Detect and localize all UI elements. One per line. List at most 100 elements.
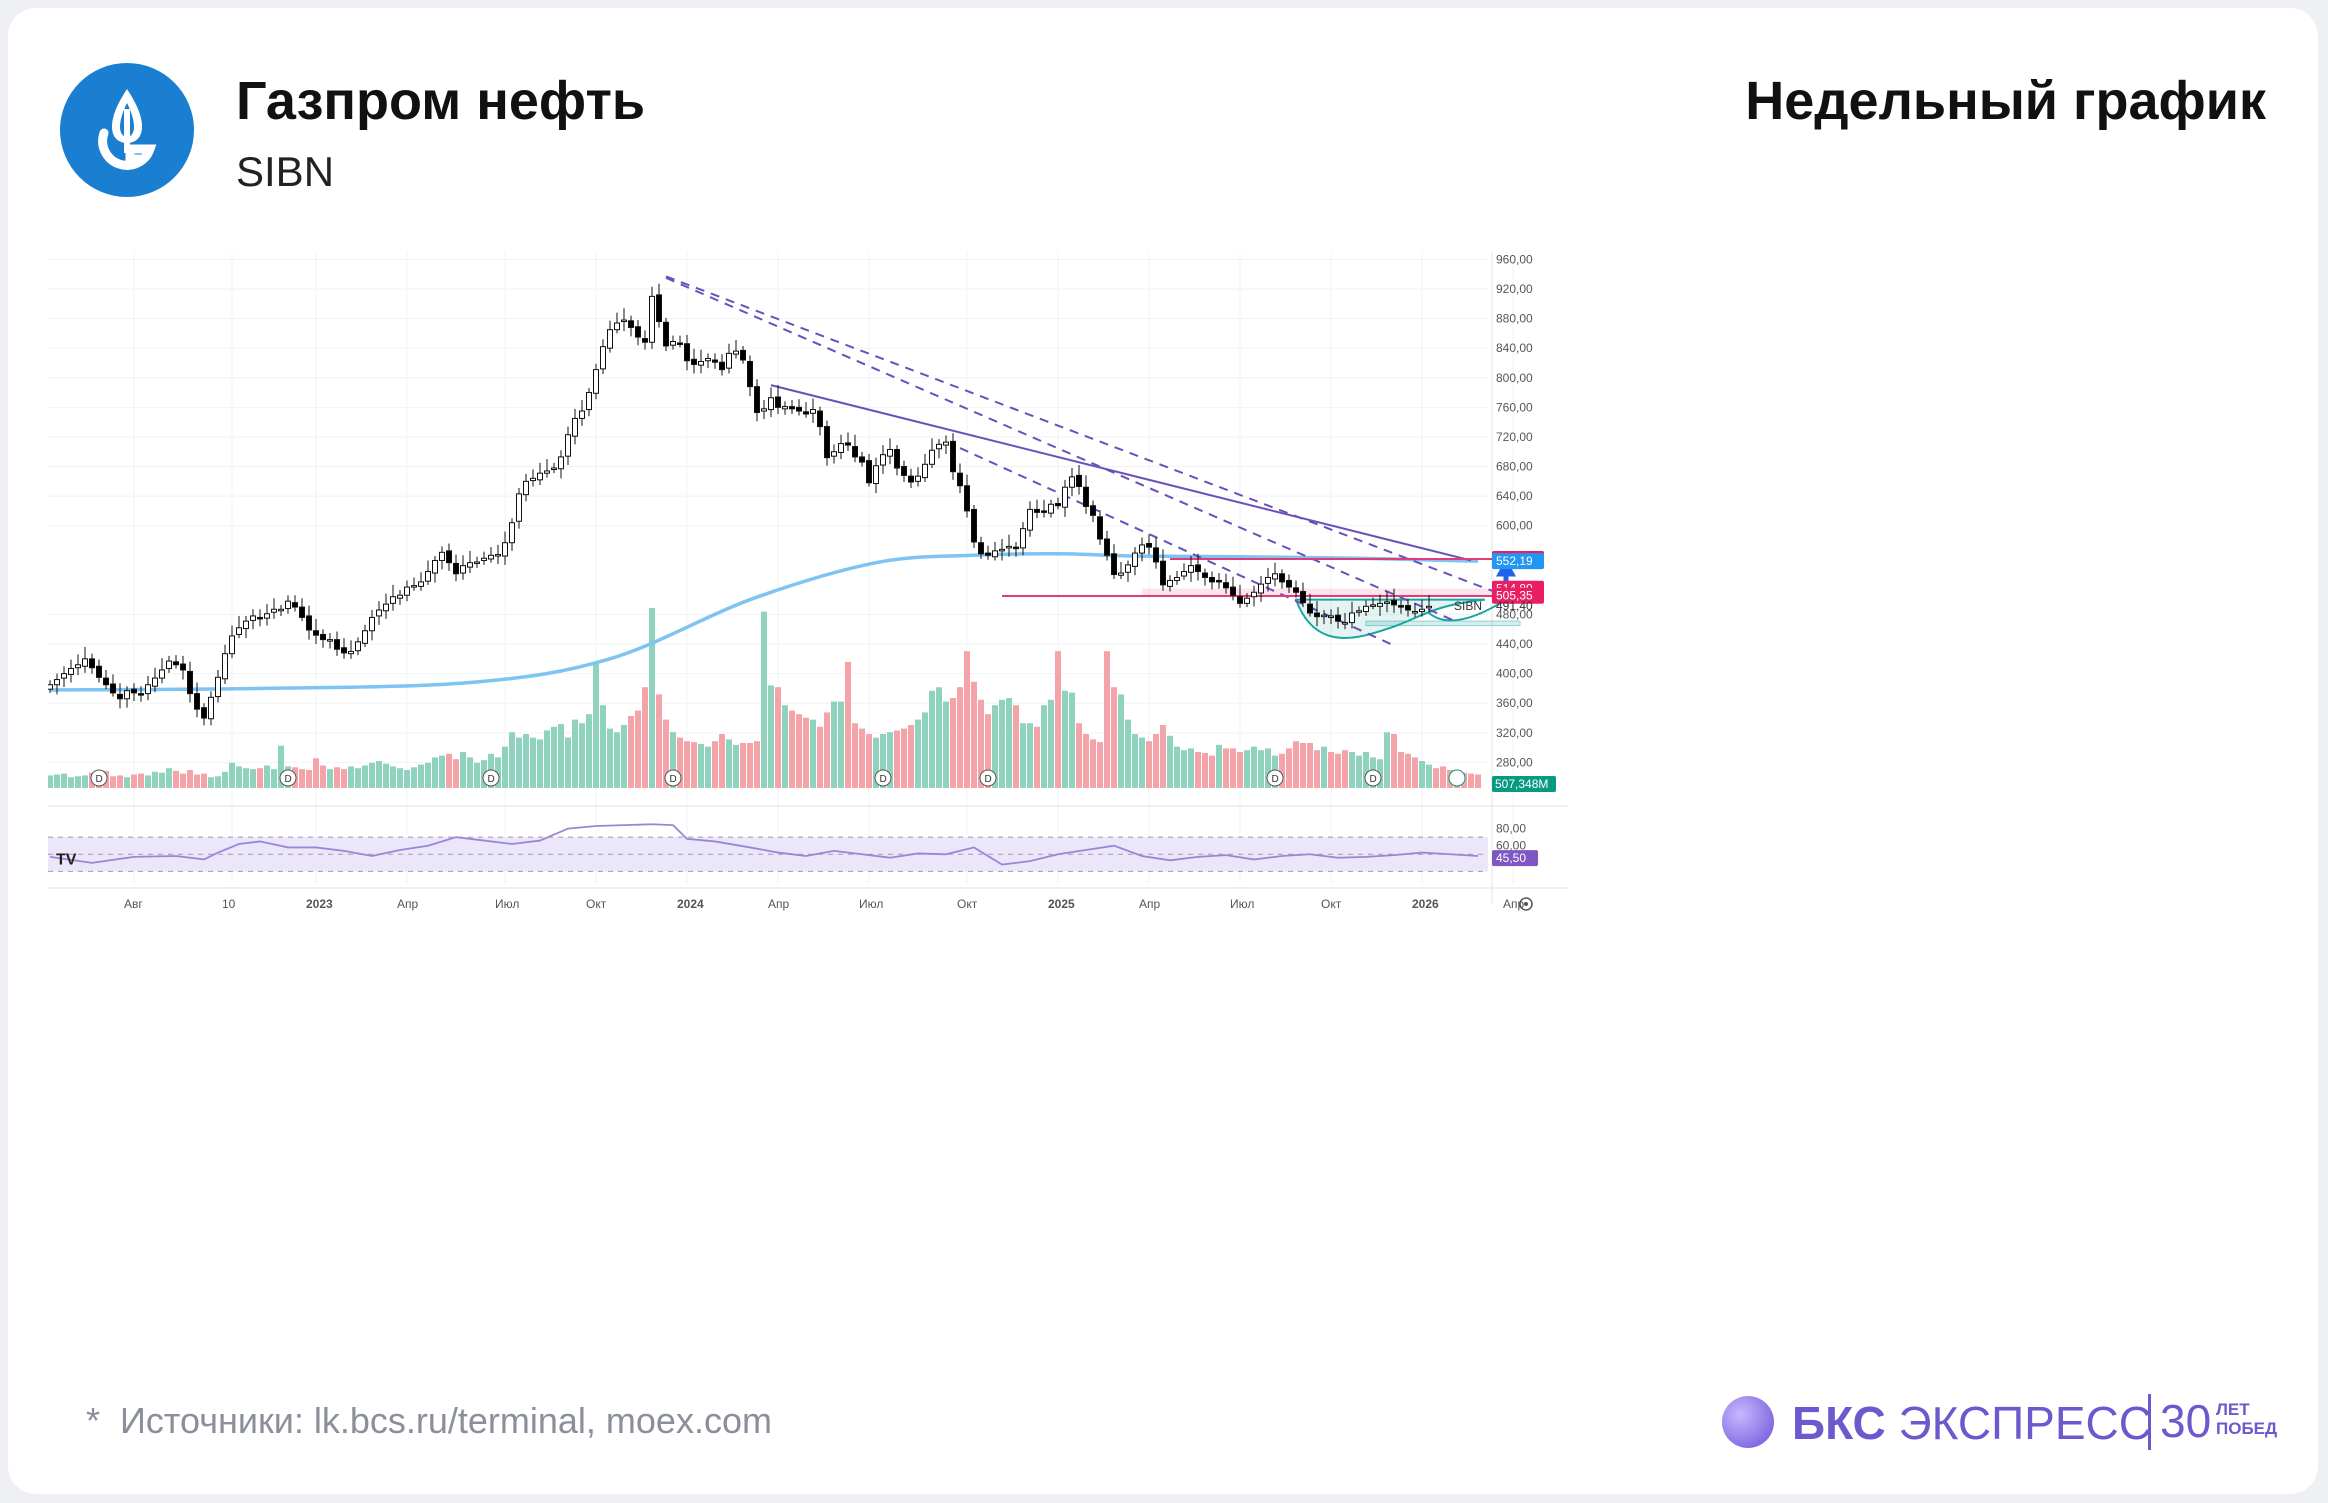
volume-bar-125	[922, 712, 928, 788]
zone-465-471	[1365, 620, 1521, 627]
brand-divider	[2148, 1394, 2151, 1450]
volume-bar-172	[1251, 746, 1257, 788]
volume-bar-91	[684, 741, 690, 788]
volume-bar-45	[362, 765, 368, 788]
candle-body-99	[740, 349, 746, 361]
volume-bar-46	[369, 762, 375, 788]
candle-body-47	[376, 609, 382, 617]
footnote-star: *	[86, 1400, 101, 1441]
candle-body-158	[1153, 547, 1159, 563]
candle-body-79	[600, 346, 606, 370]
time-tick-label-10: 2025	[1048, 897, 1075, 911]
volume-bar-102	[761, 611, 767, 788]
volume-bar-131	[964, 651, 970, 788]
price-tick-label-12: 400,00	[1496, 667, 1533, 681]
candle-body-17	[166, 660, 172, 669]
candle-body-40	[327, 639, 333, 642]
candle-body-0	[48, 684, 53, 690]
candle-body-197	[1426, 605, 1432, 609]
candle-body-196	[1419, 608, 1425, 613]
volume-bar-196	[1419, 761, 1425, 788]
candle-body-51	[404, 586, 410, 596]
candle-body-48	[383, 603, 389, 612]
volume-bar-118	[873, 737, 879, 788]
tradingview-watermark: TV	[56, 852, 77, 869]
candle-body-63	[488, 554, 494, 560]
volume-bar-110	[817, 726, 823, 788]
volume-bar-55	[432, 757, 438, 788]
candle-body-108	[803, 411, 809, 415]
volume-bar-74	[565, 737, 571, 788]
candle-body-185	[1342, 622, 1348, 625]
candle-body-149	[1090, 505, 1096, 516]
volume-bar-9	[110, 776, 116, 788]
candle-body-81	[614, 322, 620, 331]
volume-bar-81	[614, 732, 620, 788]
candle-body-2	[61, 673, 67, 679]
volume-bar-32	[271, 769, 277, 788]
volume-bar-37	[306, 770, 312, 788]
candle-body-12	[131, 688, 137, 694]
candle-body-34	[285, 600, 291, 610]
price-chart[interactable]: 960,00 920,00 880,00 840,00 800,00 760,00 720,…	[48, 252, 2298, 1362]
candle-body-62	[481, 557, 487, 561]
price-label-3: 505,35	[1496, 589, 1533, 603]
candle-body-111	[824, 426, 830, 459]
candle-body-137	[1006, 545, 1012, 549]
volume-bar-199	[1440, 766, 1446, 788]
candle-body-150	[1097, 516, 1103, 540]
volume-bar-99	[740, 743, 746, 788]
candle-body-139	[1020, 528, 1026, 549]
candle-body-30	[257, 616, 263, 620]
volume-bar-148	[1083, 734, 1089, 788]
candle-body-181	[1314, 612, 1320, 618]
volume-bar-180	[1307, 743, 1313, 788]
candle-body-193	[1398, 605, 1404, 608]
price-tick-label-14: 320,00	[1496, 726, 1533, 740]
candle-body-194	[1405, 605, 1411, 611]
volume-bar-30	[257, 768, 263, 788]
candle-body-160	[1167, 579, 1173, 587]
channel-mid	[665, 276, 1458, 623]
volume-bar-0	[48, 775, 53, 788]
volume-bar-203	[1468, 773, 1474, 788]
volume-bar-157	[1146, 741, 1152, 788]
candle-body-84	[635, 326, 641, 338]
volume-bar-163	[1188, 748, 1194, 788]
volume-bar-128	[943, 701, 949, 788]
volume-bar-136	[999, 699, 1005, 788]
candle-body-123	[908, 475, 914, 483]
volume-bar-127	[936, 687, 942, 788]
volume-bar-130	[957, 687, 963, 788]
time-tick-label-15: Апр	[1503, 897, 1525, 911]
volume-bar-41	[334, 767, 340, 788]
volume-bar-103	[768, 685, 774, 788]
volume-bar-11	[124, 777, 130, 788]
volume-bar-24	[215, 776, 221, 788]
volume-bar-13	[138, 773, 144, 788]
candle-body-146	[1069, 476, 1075, 488]
candle-body-43	[348, 650, 354, 655]
volume-bar-129	[950, 698, 956, 788]
candle-body-186	[1349, 612, 1355, 624]
volume-bar-156	[1139, 737, 1145, 788]
volume-bar-150	[1097, 742, 1103, 788]
candle-body-90	[677, 342, 683, 345]
candle-body-44	[355, 641, 361, 652]
volume-bar-182	[1321, 746, 1327, 788]
candle-body-167	[1216, 579, 1222, 583]
candle-body-121	[894, 449, 900, 469]
volume-bar-44	[355, 768, 361, 788]
candle-body-32	[271, 608, 277, 613]
volume-bar-96	[719, 734, 725, 788]
volume-bar-181	[1314, 750, 1320, 788]
volume-bar-16	[159, 772, 165, 788]
rsi-line	[49, 823, 1479, 866]
candle-body-127	[936, 443, 942, 450]
candle-body-161	[1174, 576, 1180, 581]
price-tick-label-5: 760,00	[1496, 400, 1533, 414]
candle-body-184	[1335, 614, 1341, 622]
candle-body-37	[306, 615, 312, 631]
volume-bar-113	[838, 701, 844, 788]
volume-bar-154	[1125, 719, 1131, 788]
